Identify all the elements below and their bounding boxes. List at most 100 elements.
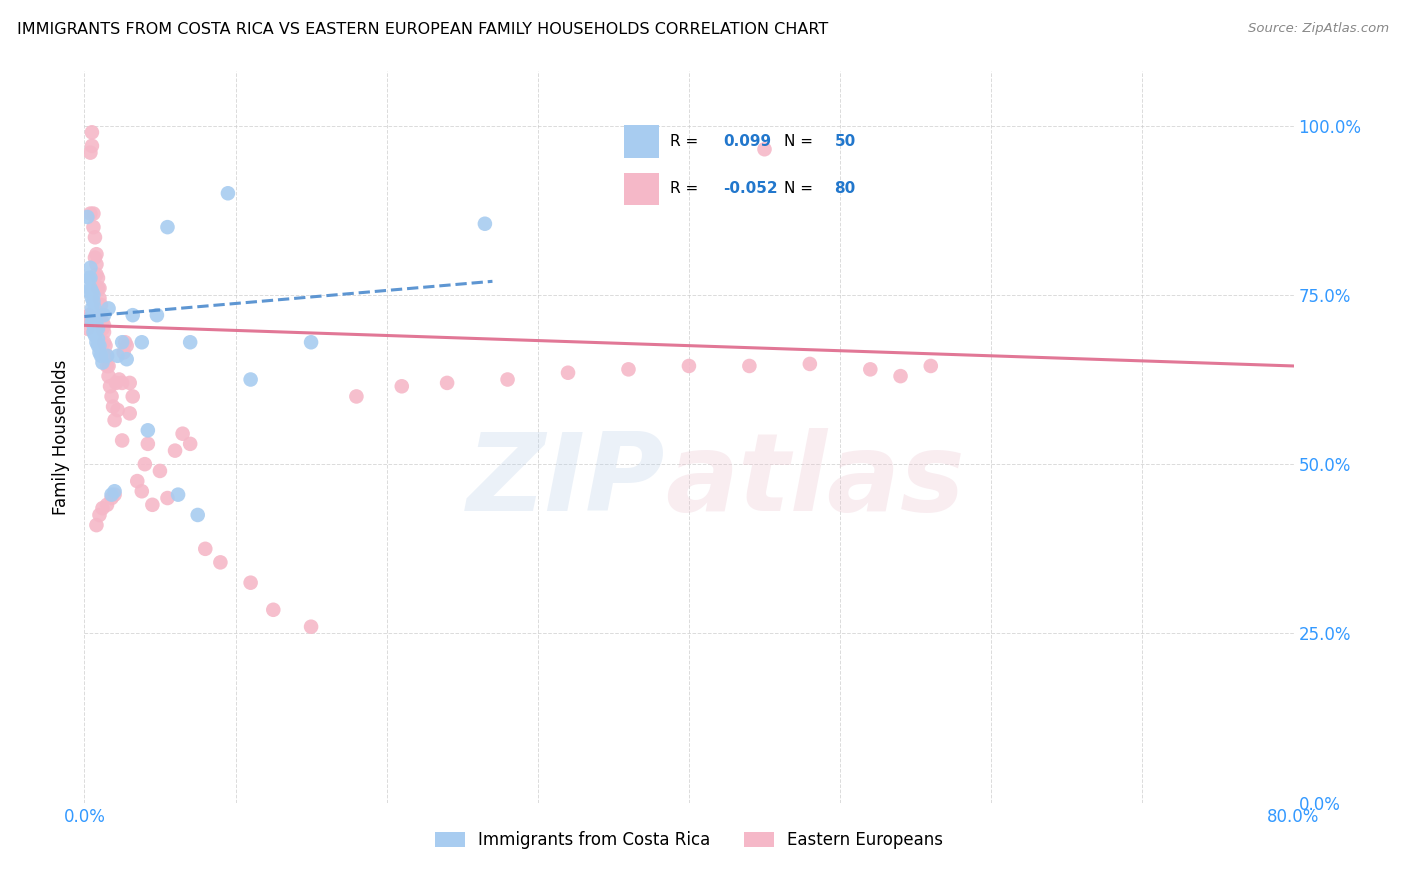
Point (96, 349, 118, 363)
Point (84, 322, 107, 336)
Point (111, 376, 134, 390)
Point (84, 301, 107, 316)
Point (80, 285, 103, 299)
Point (496, 372, 519, 386)
Point (90, 349, 112, 363)
Point (121, 308, 143, 322)
Text: IMMIGRANTS FROM COSTA RICA VS EASTERN EUROPEAN FAMILY HOUSEHOLDS CORRELATION CHA: IMMIGRANTS FROM COSTA RICA VS EASTERN EU… (17, 22, 828, 37)
Point (82, 294, 104, 309)
Point (96, 359, 118, 373)
Point (101, 400, 124, 414)
Point (100, 389, 122, 403)
Point (80, 315, 103, 329)
Point (79, 281, 101, 295)
Point (93, 308, 115, 322)
Point (87, 332, 110, 346)
Point (859, 362, 882, 376)
Point (920, 359, 942, 373)
Point (79, 271, 101, 285)
Point (91, 355, 114, 369)
Point (93, 318, 115, 333)
Point (87, 338, 110, 352)
Point (799, 357, 821, 371)
Point (115, 338, 138, 352)
Point (209, 555, 232, 569)
Point (107, 403, 129, 417)
Point (97, 301, 120, 316)
Point (87, 271, 110, 285)
Point (141, 498, 163, 512)
Point (299, 335, 322, 350)
Point (136, 423, 159, 437)
Point (217, 186, 239, 201)
Point (91, 315, 114, 329)
Point (346, 389, 368, 403)
Y-axis label: Family Households: Family Households (52, 359, 70, 515)
Point (678, 359, 700, 373)
Point (82, 318, 104, 333)
Point (97, 359, 120, 373)
Point (118, 376, 141, 390)
Point (127, 474, 149, 488)
Point (100, 488, 122, 502)
Point (391, 379, 413, 393)
Point (84, 251, 107, 265)
Point (104, 413, 127, 427)
Point (738, 359, 761, 373)
Point (84, 328, 107, 343)
Point (76, 210, 98, 224)
Point (100, 491, 122, 505)
Point (179, 335, 201, 350)
Point (86, 268, 108, 282)
Point (149, 464, 172, 478)
Point (90, 298, 112, 312)
Point (111, 434, 134, 448)
Point (96, 498, 118, 512)
Point (474, 217, 496, 231)
Text: atlas: atlas (665, 428, 965, 534)
Point (82, 325, 104, 339)
Point (80, 301, 103, 316)
Point (89, 345, 111, 359)
Point (84, 308, 107, 322)
Point (82, 288, 104, 302)
Point (194, 541, 217, 556)
Point (89, 338, 111, 352)
Point (262, 603, 284, 617)
Point (82, 206, 104, 220)
Point (77, 271, 100, 285)
Point (94, 338, 117, 352)
Point (104, 484, 127, 499)
Point (96, 349, 118, 363)
Point (617, 362, 640, 376)
Legend: Immigrants from Costa Rica, Eastern Europeans: Immigrants from Costa Rica, Eastern Euro… (434, 831, 943, 849)
Point (179, 437, 201, 451)
Point (89, 281, 111, 295)
Point (94, 349, 117, 363)
Point (87, 281, 110, 295)
Point (91, 322, 114, 336)
Point (80, 308, 103, 322)
Point (167, 488, 190, 502)
Point (87, 322, 110, 336)
Point (89, 291, 111, 305)
Point (86, 518, 108, 533)
Point (107, 349, 129, 363)
Point (115, 352, 138, 367)
Point (79, 260, 101, 275)
Point (93, 335, 115, 350)
Point (436, 376, 458, 390)
Point (890, 369, 912, 384)
Point (131, 484, 153, 499)
Point (86, 247, 108, 261)
Point (77, 285, 100, 299)
Point (77, 308, 100, 322)
Point (131, 335, 153, 350)
Point (86, 335, 108, 350)
Point (79, 145, 101, 160)
Point (89, 508, 111, 522)
Point (187, 508, 209, 522)
Point (299, 620, 322, 634)
Point (165, 443, 187, 458)
Point (108, 372, 131, 386)
